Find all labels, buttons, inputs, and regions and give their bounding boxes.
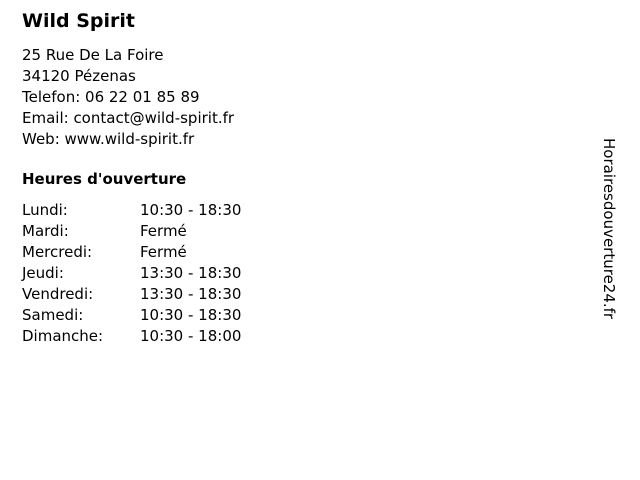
address-block: 25 Rue De La Foire 34120 Pézenas Telefon… [22, 45, 582, 150]
hours-time-value: 10:30 - 18:30 [140, 201, 242, 219]
hours-time-value: 13:30 - 18:30 [140, 285, 242, 303]
opening-hours-table: Lundi: 10:30 - 18:30 Mardi: Fermé Mercre… [22, 200, 241, 347]
page-title: Wild Spirit [22, 10, 135, 32]
hours-day-label: Samedi: [22, 306, 84, 324]
hours-day-label: Jeudi: [22, 264, 64, 282]
contact-website: Web: www.wild-spirit.fr [22, 130, 195, 148]
table-row: Mercredi: Fermé [22, 242, 241, 263]
hours-time-value: Fermé [140, 222, 187, 240]
hours-time-value: 10:30 - 18:00 [140, 327, 242, 345]
table-row: Mardi: Fermé [22, 221, 241, 242]
hours-day-label: Vendredi: [22, 285, 94, 303]
table-row: Jeudi: 13:30 - 18:30 [22, 263, 241, 284]
table-row: Vendredi: 13:30 - 18:30 [22, 284, 241, 305]
hours-time-value: Fermé [140, 243, 187, 261]
contact-email: Email: contact@wild-spirit.fr [22, 109, 235, 127]
watermark-source-label: Horairesdouverture24.fr [600, 138, 618, 320]
content-column: Wild Spirit 25 Rue De La Foire 34120 Péz… [22, 10, 582, 347]
address-street: 25 Rue De La Foire [22, 46, 164, 64]
table-row: Samedi: 10:30 - 18:30 [22, 305, 241, 326]
table-row: Lundi: 10:30 - 18:30 [22, 200, 241, 221]
contact-phone: Telefon: 06 22 01 85 89 [22, 88, 200, 106]
address-city: 34120 Pézenas [22, 67, 136, 85]
hours-day-label: Dimanche: [22, 327, 104, 345]
hours-day-label: Mercredi: [22, 243, 93, 261]
hours-time-value: 10:30 - 18:30 [140, 306, 242, 324]
hours-day-label: Mardi: [22, 222, 69, 240]
table-row: Dimanche: 10:30 - 18:00 [22, 326, 241, 347]
hours-day-label: Lundi: [22, 201, 68, 219]
opening-hours-heading: Heures d'ouverture [22, 170, 187, 188]
hours-time-value: 13:30 - 18:30 [140, 264, 242, 282]
